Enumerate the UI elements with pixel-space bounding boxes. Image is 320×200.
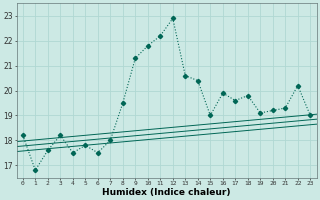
X-axis label: Humidex (Indice chaleur): Humidex (Indice chaleur) [102,188,231,197]
